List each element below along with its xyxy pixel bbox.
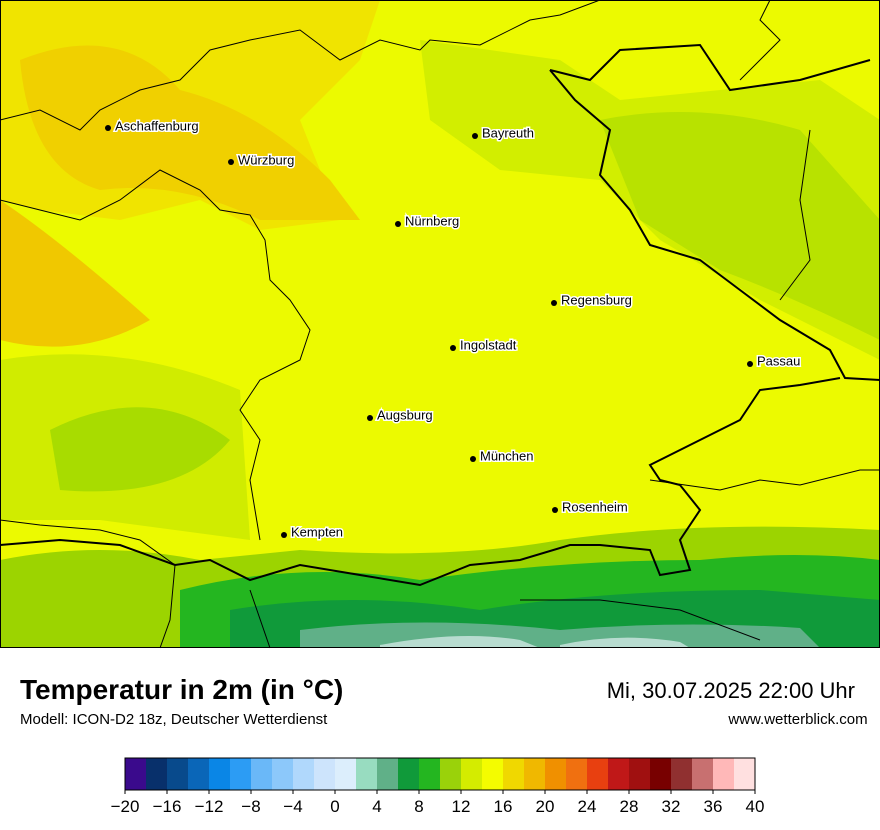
- city-dot: [747, 361, 753, 367]
- colorbar-tick-label: 40: [746, 797, 765, 816]
- colorbar-tick-label: 16: [494, 797, 513, 816]
- city-dot: [450, 345, 456, 351]
- colorbar-tick-label: −8: [241, 797, 260, 816]
- colorbar-tick-label: 36: [704, 797, 723, 816]
- city-label: Passau: [757, 353, 800, 368]
- colorbar-tick-label: 0: [330, 797, 339, 816]
- colorbar-bin: [608, 758, 630, 790]
- colorbar-tick-label: 4: [372, 797, 381, 816]
- colorbar-bin: [650, 758, 672, 790]
- colorbar-bin: [419, 758, 441, 790]
- colorbar-bin: [209, 758, 231, 790]
- colorbar-tick-label: 20: [536, 797, 555, 816]
- colorbar-bin: [230, 758, 252, 790]
- city-dot: [105, 125, 111, 131]
- colorbar-bin: [377, 758, 399, 790]
- city-label: Würzburg: [238, 152, 294, 167]
- colorbar-bin: [629, 758, 651, 790]
- border: [0, 0, 601, 131]
- colorbar-tick-label: −4: [283, 797, 302, 816]
- city-dot: [552, 507, 558, 513]
- subtitle: Modell: ICON-D2 18z, Deutscher Wetterdie…: [20, 711, 328, 728]
- city-dot: [551, 300, 557, 306]
- colorbar-tick-label: 12: [452, 797, 471, 816]
- colorbar-tick-label: 8: [414, 797, 423, 816]
- colorbar-tick-label: −16: [153, 797, 182, 816]
- city-dot: [395, 221, 401, 227]
- city-label: Nürnberg: [405, 213, 459, 228]
- city-label: Regensburg: [561, 292, 632, 307]
- city-dot: [470, 456, 476, 462]
- border: [249, 469, 880, 649]
- colorbar-bin: [314, 758, 336, 790]
- warm-area: [0, 200, 150, 347]
- warm-area: [20, 45, 360, 220]
- colorbar-bin: [587, 758, 609, 790]
- border: [0, 169, 311, 541]
- colorbar-bin: [188, 758, 210, 790]
- website: www.wetterblick.com: [727, 711, 867, 728]
- colorbar-bin: [713, 758, 735, 790]
- colorbar: −20 −16 −12 −8 −4 0 4 8 12 16 20 24 28 32 36 40: [111, 757, 765, 816]
- colorbar-bin: [146, 758, 168, 790]
- border: [549, 43, 871, 92]
- city-label: Aschaffenburg: [115, 118, 199, 133]
- border: [739, 0, 811, 301]
- colorbar-tick-label: 28: [620, 797, 639, 816]
- cities: Aschaffenburg Würzburg Bayreuth Nürnberg…: [105, 117, 802, 541]
- border: [0, 519, 176, 649]
- colorbar-tick-label: −20: [111, 797, 140, 816]
- colorbar-bin: [125, 758, 147, 790]
- colorbar-bin: [251, 758, 273, 790]
- colorbar-bin: [356, 758, 378, 790]
- colorbar-tick-label: 24: [578, 797, 597, 816]
- datetime: Mi, 30.07.2025 22:00 Uhr: [607, 678, 855, 703]
- city-dot: [367, 415, 373, 421]
- city-label: Ingolstadt: [460, 337, 517, 352]
- colorbar-bin: [335, 758, 357, 790]
- colorbar-bin: [692, 758, 714, 790]
- colorbar-bin: [272, 758, 294, 790]
- colorbar-bin: [566, 758, 588, 790]
- colorbar-bin: [167, 758, 189, 790]
- colorbar-bin: [293, 758, 315, 790]
- colorbar-bin: [398, 758, 420, 790]
- city-dot: [472, 133, 478, 139]
- title: Temperatur in 2m (in °C): [20, 674, 343, 705]
- border: [549, 69, 880, 381]
- colorbar-bin: [461, 758, 483, 790]
- city-label: München: [480, 448, 533, 463]
- border: [0, 377, 841, 587]
- colorbar-bin: [524, 758, 546, 790]
- colorbar-tick-label: −12: [195, 797, 224, 816]
- colorbar-bin: [545, 758, 567, 790]
- cool-area: [50, 407, 230, 492]
- colorbar-tick-label: 32: [662, 797, 681, 816]
- city-label: Augsburg: [377, 407, 433, 422]
- colorbar-frame: [124, 757, 756, 791]
- alps: [380, 636, 690, 648]
- colorbar-bin: [440, 758, 462, 790]
- city-dot: [228, 159, 234, 165]
- colorbar-bin: [482, 758, 504, 790]
- colorbar-bin: [503, 758, 525, 790]
- city-label: Rosenheim: [562, 499, 628, 514]
- colorbar-bin: [671, 758, 693, 790]
- city-label: Kempten: [291, 524, 343, 539]
- city-label: Bayreuth: [482, 125, 534, 140]
- colorbar-bin: [734, 758, 756, 790]
- city-dot: [281, 532, 287, 538]
- cool-area: [600, 112, 880, 340]
